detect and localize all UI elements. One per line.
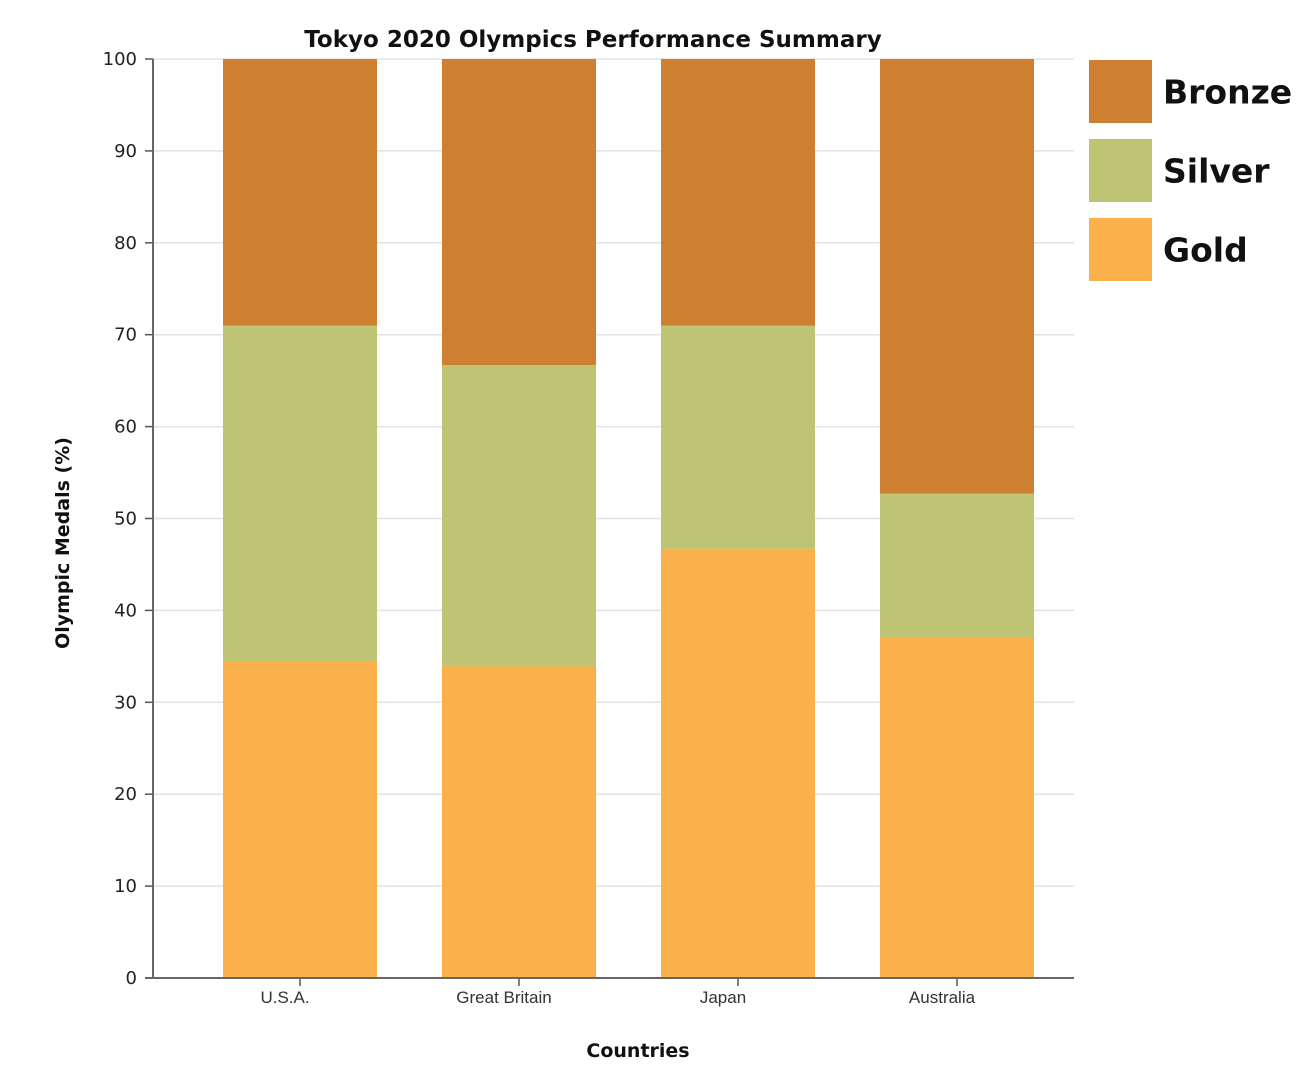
bar-gold-u-s-a	[223, 660, 377, 978]
x-tick-label: U.S.A.	[260, 988, 309, 1007]
y-tick-label: 60	[114, 417, 137, 438]
bar-bronze-japan	[661, 59, 815, 326]
y-axis-label: Olympic Medals (%)	[52, 437, 74, 649]
bar-bronze-australia	[880, 59, 1034, 494]
bar-gold-australia	[880, 637, 1034, 978]
x-axis-label: Countries	[586, 1040, 689, 1062]
y-tick-label: 70	[114, 325, 137, 346]
bar-bronze-great-britain	[442, 59, 596, 366]
bar-gold-great-britain	[442, 666, 596, 978]
x-tick-label: Great Britain	[456, 988, 551, 1007]
bar-silver-u-s-a	[223, 325, 377, 661]
y-tick-label: 10	[114, 876, 137, 897]
legend-label-bronze: Bronze	[1163, 73, 1292, 112]
bar-silver-australia	[880, 493, 1034, 638]
bar-gold-japan	[661, 548, 815, 978]
bar-silver-great-britain	[442, 365, 596, 667]
bars	[223, 59, 1034, 978]
legend-swatch-gold	[1089, 218, 1152, 281]
legend-label-silver: Silver	[1163, 152, 1270, 191]
legend-swatch-silver	[1089, 139, 1152, 202]
y-tick-label: 40	[114, 600, 137, 621]
x-tick-label: Australia	[909, 988, 976, 1007]
y-tick-label: 100	[103, 49, 137, 70]
y-tick-label: 20	[114, 784, 137, 805]
bar-bronze-u-s-a	[223, 59, 377, 326]
y-tick-label: 50	[114, 509, 137, 530]
y-tick-label: 0	[126, 968, 137, 989]
legend-swatch-bronze	[1089, 60, 1152, 123]
y-tick-label: 80	[114, 233, 137, 254]
bar-silver-japan	[661, 325, 815, 549]
chart-title: Tokyo 2020 Olympics Performance Summary	[304, 27, 881, 53]
y-tick-label: 90	[114, 141, 137, 162]
legend: Bronze Silver Gold	[1089, 60, 1292, 281]
axes: 0 10 20 30 40 50 60 70 80 90 100 U.S.A. Great Britai…	[103, 49, 1074, 1007]
legend-label-gold: Gold	[1163, 231, 1248, 270]
y-tick-label: 30	[114, 692, 137, 713]
x-tick-label: Japan	[700, 988, 746, 1007]
